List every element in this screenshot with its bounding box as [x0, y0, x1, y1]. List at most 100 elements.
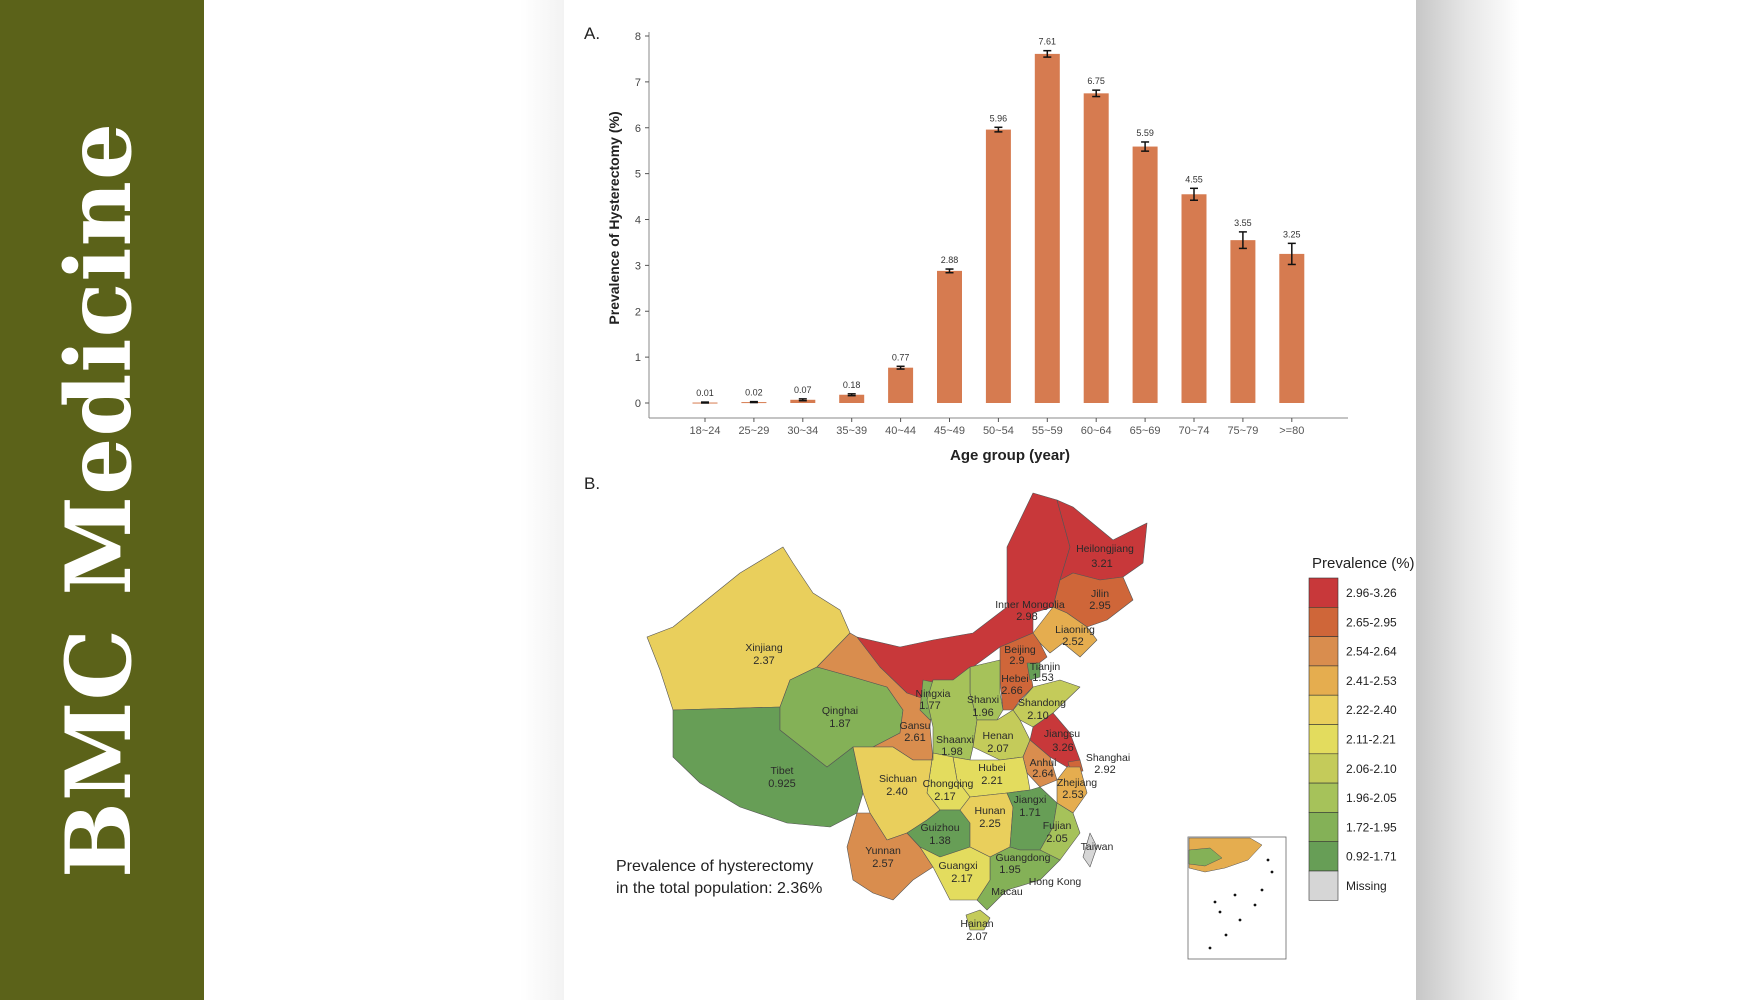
region-name-label: Yunnan [865, 845, 901, 857]
data-label: 6.75 [1087, 76, 1105, 86]
region-hainan [965, 909, 991, 931]
bar [1181, 194, 1207, 403]
x-axis-label: Age group (year) [950, 447, 1070, 464]
region-value-label: 1.71 [1019, 807, 1040, 819]
bar-chart: 0 1 2 3 4 5 6 7 8 0.01 18~24 0.02 25~29 0.07 30~34 0.18… [635, 31, 1348, 437]
legend-label: 2.06-2.10 [1346, 762, 1397, 776]
data-label: 3.25 [1283, 229, 1301, 239]
china-map [646, 492, 1148, 931]
legend-swatch [1308, 636, 1339, 667]
island-dot [1266, 858, 1270, 862]
bar [985, 129, 1011, 403]
legend-label: 2.41-2.53 [1346, 674, 1397, 688]
region-value-label: 2.95 [1089, 600, 1110, 612]
region-name-label: Inner Mongolia [995, 599, 1065, 611]
bar [1279, 253, 1305, 403]
legend-label: 2.65-2.95 [1346, 615, 1397, 629]
region-name-label: Hunan [975, 805, 1006, 817]
south-china-sea-inset [1187, 836, 1287, 960]
region-value-label: 2.40 [886, 786, 907, 798]
region-value-label: 1.98 [941, 746, 962, 758]
bar [839, 394, 865, 403]
region-value-label: 2.07 [987, 743, 1008, 755]
y-tick-label: 6 [635, 123, 641, 135]
region-name-label: Tibet [771, 765, 794, 777]
x-tick-label: 50~54 [983, 425, 1014, 437]
bar [1034, 53, 1060, 404]
region-name-label: Jilin [1091, 588, 1109, 600]
region-liaoning [1032, 606, 1098, 658]
region-name-label: Chongqing [923, 778, 974, 790]
region-value-label: 2.10 [1027, 710, 1048, 722]
region-name-label: Hainan [960, 918, 993, 930]
region-value-label: 2.66 [1001, 685, 1022, 697]
region-name-label: Ningxia [915, 688, 950, 700]
island-dot [1208, 946, 1212, 950]
region-value-label: 2.37 [753, 655, 774, 667]
region-name-label: Qinghai [822, 705, 858, 717]
island-dot [1253, 903, 1257, 907]
region-name-label: Heilongjiang [1076, 543, 1134, 555]
bar [1132, 146, 1158, 403]
data-label: 0.07 [794, 385, 812, 395]
region-value-label: 0.925 [768, 778, 796, 790]
region-name-label: Zhejiang [1057, 777, 1097, 789]
data-label: 3.55 [1234, 218, 1252, 228]
region-name-label: Gansu [900, 720, 931, 732]
data-label: 7.61 [1039, 37, 1057, 47]
bar [888, 367, 914, 403]
region-shaanxi [926, 666, 978, 761]
island-dot [1233, 893, 1237, 897]
region-name-label: Hubei [978, 762, 1005, 774]
island-dot [1213, 900, 1217, 904]
region-value-label: 2.57 [872, 858, 893, 870]
region-name-label: Shanxi [967, 694, 999, 706]
region-value-label: 1.53 [1032, 672, 1053, 684]
region-name-label: Shanghai [1086, 752, 1130, 764]
panel-shadow-left [520, 0, 570, 1000]
y-tick-label: 2 [635, 306, 641, 318]
region-name-label: Tianjin [1030, 661, 1061, 673]
y-tick-label: 7 [635, 77, 641, 89]
region-value-label: 2.21 [981, 775, 1002, 787]
region-value-label: 3.21 [1091, 558, 1112, 570]
island-dot [1270, 870, 1274, 874]
legend-swatch [1308, 577, 1339, 608]
legend-swatch [1308, 606, 1339, 637]
region-name-label: Anhui [1030, 757, 1057, 769]
region-yunnan [846, 812, 934, 901]
data-label: 5.96 [990, 113, 1008, 123]
journal-sidebar: BMC Medicine [0, 0, 204, 1000]
region-value-label: 1.96 [972, 707, 993, 719]
region-name-label: Fujian [1043, 820, 1072, 832]
region-value-label: 2.61 [904, 732, 925, 744]
legend-swatch [1308, 812, 1339, 843]
region-shandong [1012, 679, 1081, 728]
bar [1230, 240, 1256, 403]
panel-label-b: B. [584, 474, 600, 493]
legend-swatch [1308, 753, 1339, 784]
y-tick-label: 3 [635, 260, 641, 272]
region-value-label: 1.87 [829, 718, 850, 730]
island-dot [1218, 910, 1222, 914]
x-tick-label: 75~79 [1227, 425, 1258, 437]
region-name-label: Beijing [1004, 644, 1036, 656]
region-name-label: Hong Kong [1029, 876, 1082, 888]
data-label: 5.59 [1136, 128, 1154, 138]
legend-label: 2.96-3.26 [1346, 586, 1397, 600]
y-axis-label: Prevalence of Hysterectomy (%) [606, 111, 622, 324]
y-tick-label: 8 [635, 31, 641, 43]
region-value-label: 2.98 [1016, 611, 1037, 623]
bar [1083, 93, 1109, 403]
region-value-label: 2.92 [1094, 764, 1115, 776]
y-tick-label: 0 [635, 398, 641, 410]
x-tick-label: >=80 [1279, 425, 1304, 437]
annotation-line-2: in the total population: 2.36% [616, 880, 822, 897]
region-name-label: Guangxi [938, 860, 977, 872]
region-value-label: 2.9 [1009, 655, 1024, 667]
x-tick-label: 40~44 [885, 425, 916, 437]
x-tick-label: 30~34 [787, 425, 818, 437]
x-tick-label: 60~64 [1081, 425, 1112, 437]
region-taiwan [1082, 832, 1098, 868]
legend-label: 2.11-2.21 [1346, 733, 1396, 747]
